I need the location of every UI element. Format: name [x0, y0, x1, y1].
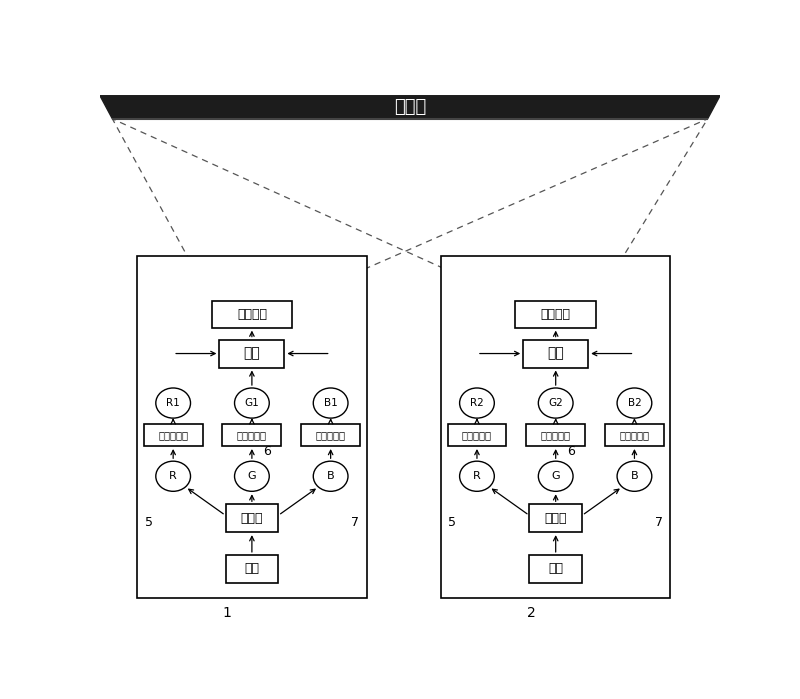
Text: 5: 5: [145, 517, 153, 529]
Text: 带通滤光片: 带通滤光片: [316, 430, 346, 440]
Text: 6: 6: [567, 445, 574, 459]
Text: R1: R1: [166, 398, 180, 408]
Text: 带通滤光片: 带通滤光片: [462, 430, 492, 440]
FancyBboxPatch shape: [515, 301, 596, 328]
Text: 带通滤光片: 带通滤光片: [541, 430, 570, 440]
Circle shape: [459, 461, 494, 491]
Circle shape: [156, 461, 190, 491]
FancyBboxPatch shape: [144, 424, 202, 446]
Text: 带通滤光片: 带通滤光片: [237, 430, 267, 440]
Text: 带通滤光片: 带通滤光片: [158, 430, 188, 440]
FancyBboxPatch shape: [526, 424, 585, 446]
Text: 投影镜头: 投影镜头: [541, 308, 570, 321]
Circle shape: [617, 461, 652, 491]
Circle shape: [538, 388, 573, 418]
Polygon shape: [100, 96, 720, 119]
Text: 带通滤光片: 带通滤光片: [619, 430, 650, 440]
FancyBboxPatch shape: [530, 504, 582, 532]
FancyBboxPatch shape: [211, 301, 292, 328]
Text: 投影幕: 投影幕: [394, 99, 426, 116]
Circle shape: [459, 388, 494, 418]
Circle shape: [314, 461, 348, 491]
FancyBboxPatch shape: [523, 340, 588, 368]
FancyBboxPatch shape: [219, 340, 285, 368]
Text: 分色镜: 分色镜: [545, 512, 567, 525]
Text: G2: G2: [548, 398, 563, 408]
FancyBboxPatch shape: [226, 555, 278, 583]
FancyBboxPatch shape: [222, 424, 282, 446]
Circle shape: [538, 461, 573, 491]
Text: B: B: [327, 471, 334, 481]
FancyBboxPatch shape: [301, 424, 360, 446]
Text: 7: 7: [351, 517, 359, 529]
Text: 棱镜: 棱镜: [243, 347, 260, 361]
FancyBboxPatch shape: [605, 424, 664, 446]
Text: R: R: [473, 471, 481, 481]
FancyBboxPatch shape: [441, 256, 670, 598]
FancyBboxPatch shape: [138, 256, 366, 598]
Text: 棱镜: 棱镜: [547, 347, 564, 361]
Text: 光源: 光源: [548, 562, 563, 575]
Text: 投影镜头: 投影镜头: [237, 308, 267, 321]
Circle shape: [156, 388, 190, 418]
Text: 5: 5: [449, 517, 457, 529]
FancyBboxPatch shape: [226, 504, 278, 532]
Circle shape: [234, 388, 270, 418]
Text: G: G: [551, 471, 560, 481]
FancyBboxPatch shape: [447, 424, 506, 446]
Circle shape: [234, 461, 270, 491]
Text: 7: 7: [655, 517, 663, 529]
Text: 光源: 光源: [245, 562, 259, 575]
Text: G: G: [247, 471, 256, 481]
Text: 6: 6: [263, 445, 271, 459]
Text: G1: G1: [245, 398, 259, 408]
Circle shape: [617, 388, 652, 418]
Text: 分色镜: 分色镜: [241, 512, 263, 525]
Text: R: R: [170, 471, 177, 481]
Text: 1: 1: [222, 606, 231, 620]
FancyBboxPatch shape: [530, 555, 582, 583]
Text: B1: B1: [324, 398, 338, 408]
Text: R2: R2: [470, 398, 484, 408]
Text: B: B: [630, 471, 638, 481]
Text: B2: B2: [627, 398, 642, 408]
Circle shape: [314, 388, 348, 418]
Text: 2: 2: [526, 606, 535, 620]
